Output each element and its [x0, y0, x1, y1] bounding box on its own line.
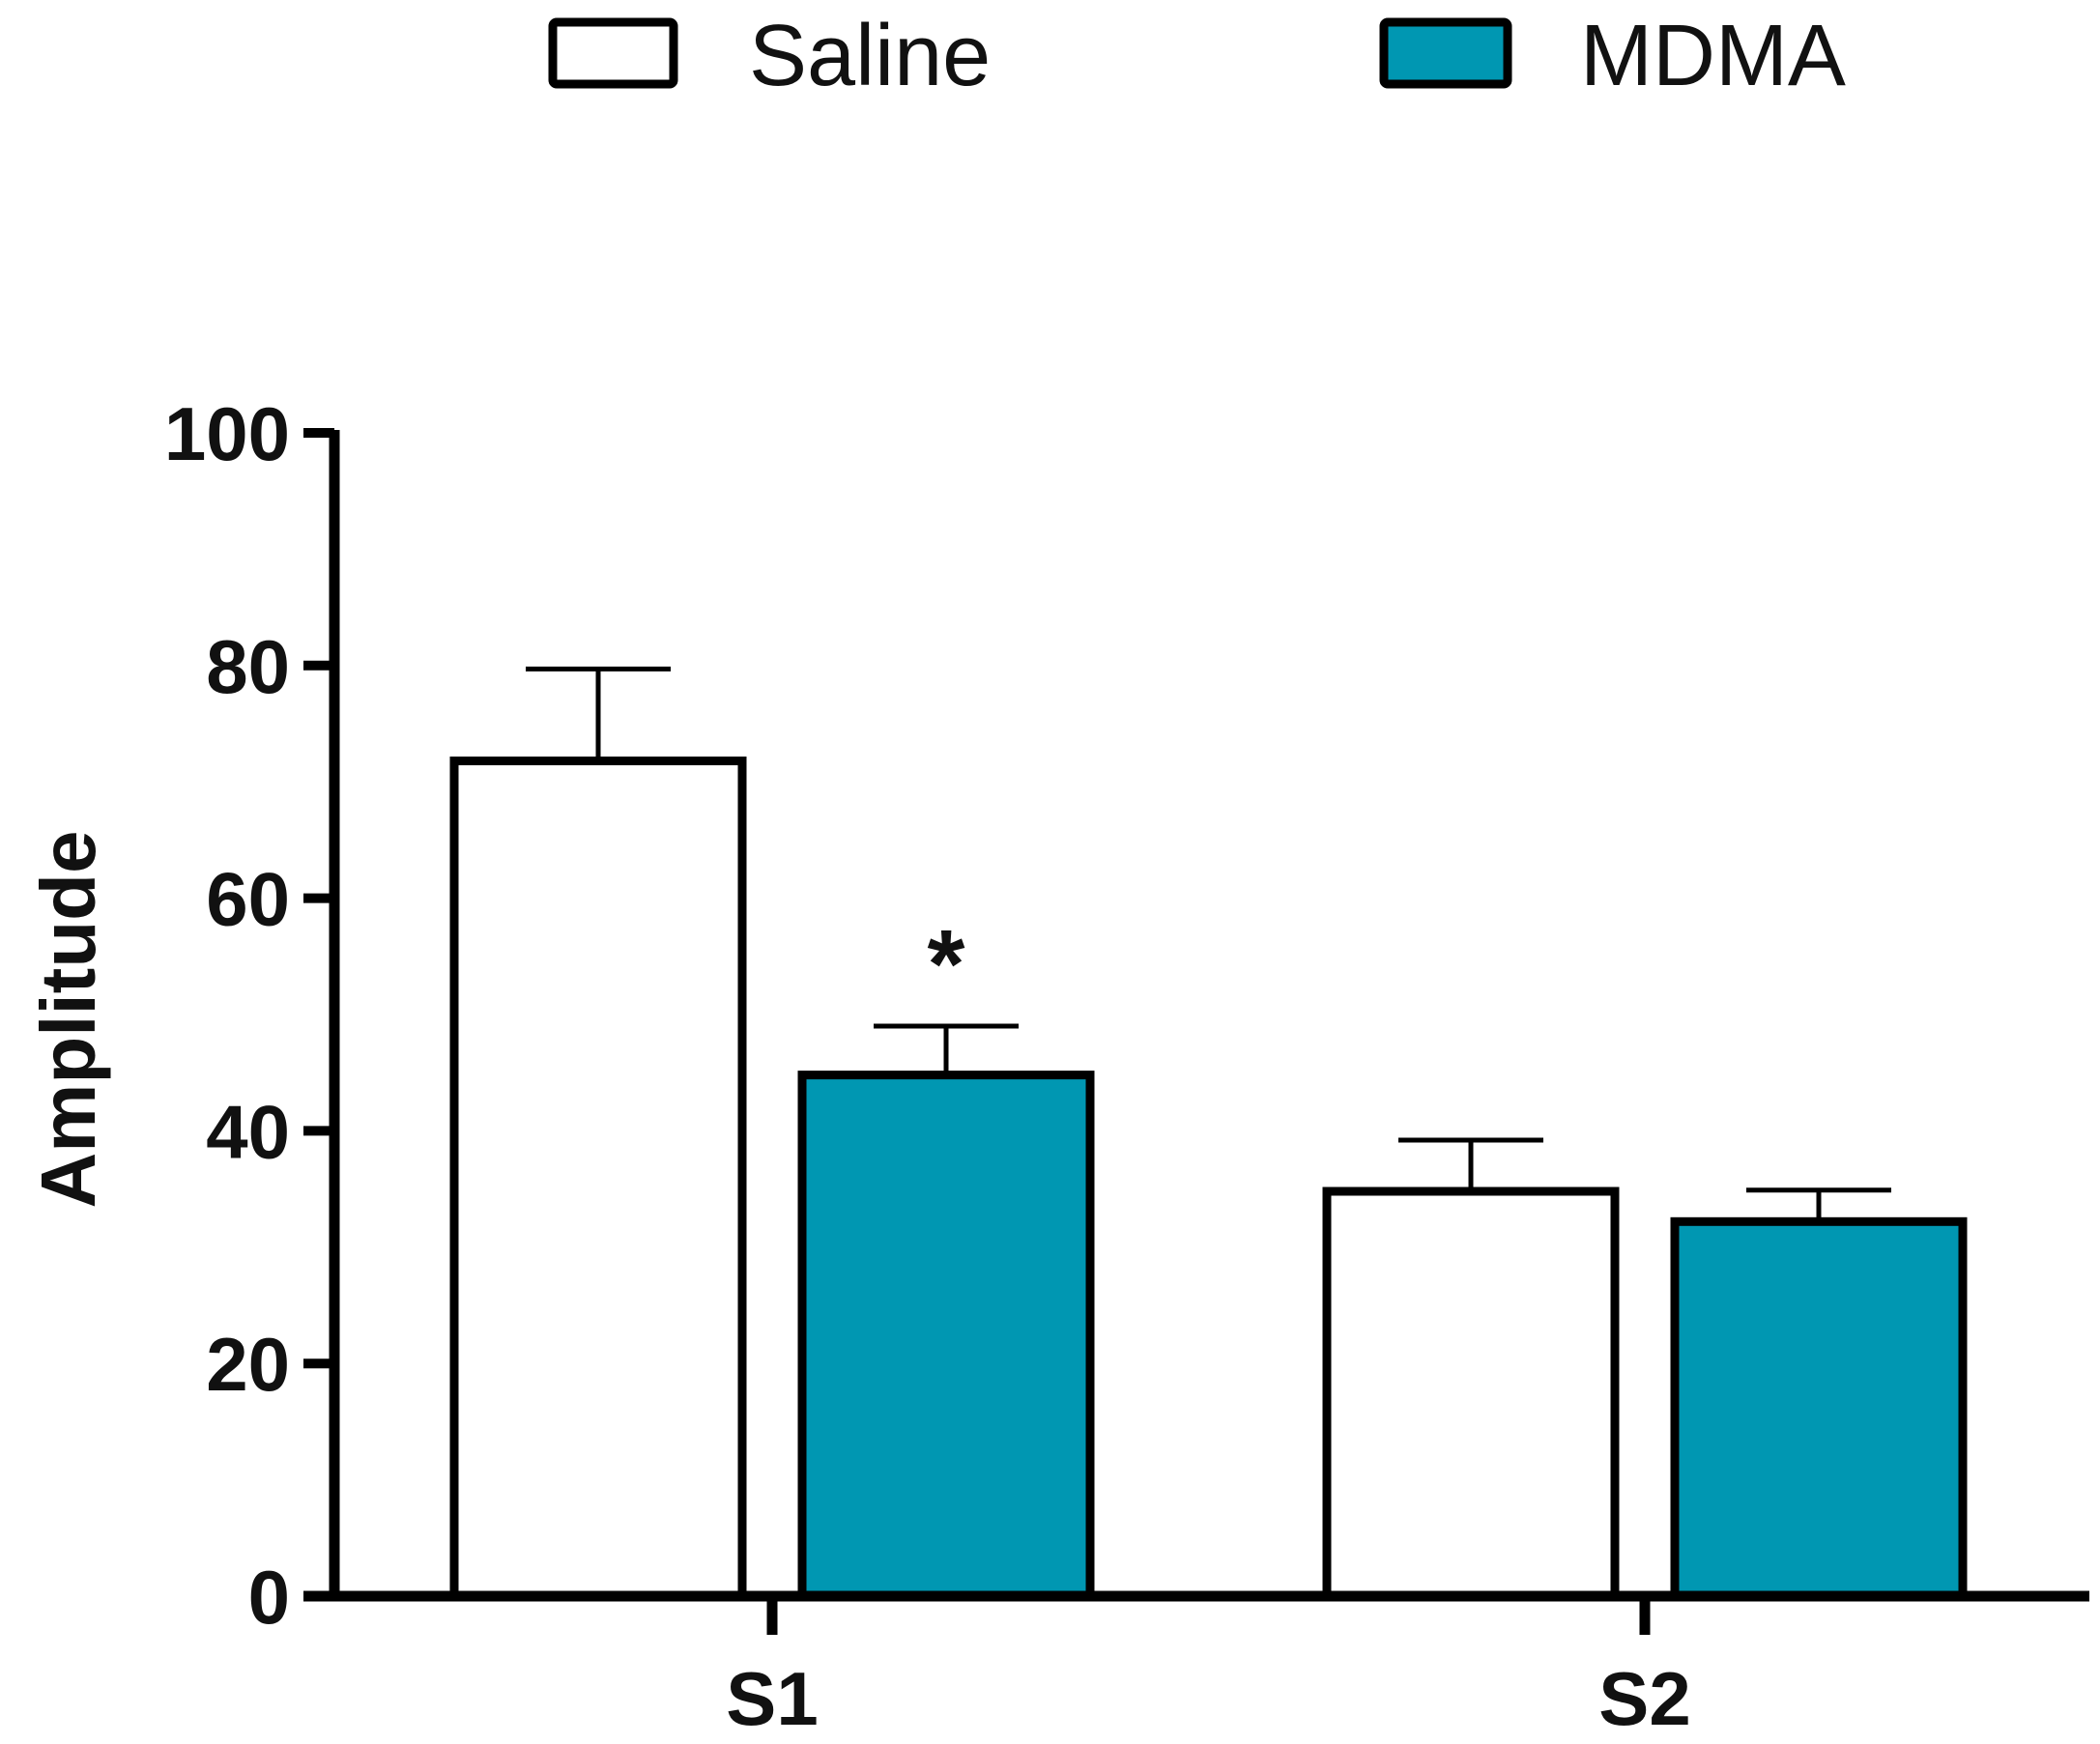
- y-tick-label: 60: [206, 857, 290, 942]
- y-tick-label: 20: [206, 1322, 290, 1407]
- legend: Saline MDMA: [548, 8, 1846, 104]
- legend-swatch-saline: [548, 17, 678, 89]
- legend-item-saline: Saline: [548, 8, 991, 104]
- error-bars: [526, 666, 1891, 1222]
- y-tick-label: 100: [164, 391, 290, 476]
- axes: [303, 430, 2089, 1602]
- x-tick-label: S2: [1598, 1656, 1690, 1741]
- significance-marker: *: [928, 910, 965, 1018]
- legend-swatch-mdma: [1379, 17, 1512, 89]
- y-tick-label: 40: [206, 1089, 290, 1174]
- bar-s1-mdma: [797, 1071, 1095, 1601]
- bars: [449, 757, 1968, 1601]
- annotations: *: [928, 910, 965, 1018]
- y-axis-ticks: 0 20 40 60 80 100: [164, 391, 334, 1640]
- bar-s2-saline: [1322, 1186, 1620, 1601]
- y-tick-label: 0: [248, 1555, 290, 1640]
- x-tick-label: S1: [726, 1656, 818, 1741]
- y-tick-label: 80: [206, 624, 290, 709]
- bar-s1-saline: [449, 757, 747, 1601]
- legend-label-saline: Saline: [749, 8, 991, 104]
- x-axis-ticks: S1 S2: [726, 1596, 1691, 1741]
- legend-label-mdma: MDMA: [1580, 8, 1846, 104]
- legend-item-mdma: MDMA: [1379, 8, 1846, 104]
- y-axis-title: Amplitude: [25, 830, 111, 1208]
- bar-s2-mdma: [1670, 1216, 1968, 1601]
